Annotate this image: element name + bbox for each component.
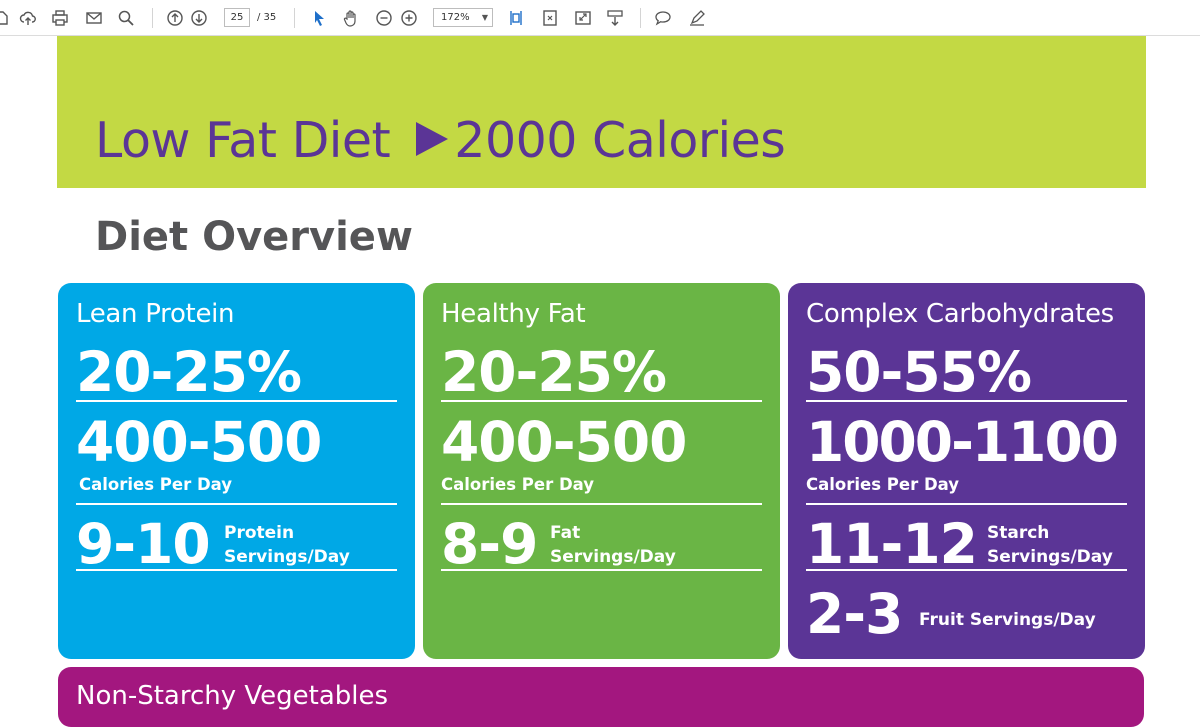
read-mode-icon[interactable]	[604, 8, 626, 28]
complex-carbohydrates-card: Complex Carbohydrates 50-55% 1000-1100 C…	[788, 283, 1145, 659]
divider	[806, 503, 1127, 505]
document-title: Low Fat Diet 2000 Calories	[95, 112, 786, 169]
lean-protein-card: Lean Protein 20-25% 400-500 Calories Per…	[58, 283, 415, 659]
fruit-servings-value: 2-3	[806, 582, 903, 646]
servings-label: Protein Servings/Day	[224, 521, 350, 569]
servings-value: 11-12	[806, 512, 978, 576]
divider	[76, 503, 397, 505]
select-arrow-icon[interactable]	[308, 8, 330, 28]
servings-value: 9-10	[76, 512, 211, 576]
fruit-servings-label: Fruit Servings/Day	[919, 610, 1096, 630]
section-title: Diet Overview	[95, 214, 413, 260]
calories-label: Calories Per Day	[441, 475, 595, 494]
calories-label: Calories Per Day	[806, 475, 960, 494]
pdf-page: Low Fat Diet 2000 Calories Diet Overview …	[0, 36, 1200, 727]
non-starchy-vegetables-card: Non-Starchy Vegetables	[58, 667, 1144, 727]
play-arrow-icon	[416, 122, 449, 156]
search-icon[interactable]	[115, 8, 137, 28]
upload-icon[interactable]	[17, 8, 39, 28]
servings-label-line1: Protein	[224, 523, 295, 543]
page-number-input[interactable]: 25	[224, 8, 250, 27]
page-down-icon[interactable]	[188, 8, 210, 28]
comment-icon[interactable]	[652, 8, 674, 28]
percent-value: 50-55%	[806, 340, 1032, 404]
servings-label-line1: Fat	[550, 523, 581, 543]
calories-label: Calories Per Day	[79, 475, 233, 494]
email-icon[interactable]	[83, 8, 105, 28]
cursor-partial-icon[interactable]	[0, 8, 12, 28]
highlight-icon[interactable]	[686, 8, 708, 28]
servings-label-line2: Servings/Day	[224, 547, 350, 567]
page-total: / 35	[257, 12, 277, 23]
divider	[441, 400, 762, 402]
title-calories: 2000 Calories	[454, 112, 786, 169]
print-icon[interactable]	[49, 8, 71, 28]
calories-value: 400-500	[76, 410, 322, 474]
pdf-toolbar: 25 / 35 172% ▼	[0, 0, 1200, 36]
servings-label-line2: Servings/Day	[987, 547, 1113, 567]
zoom-in-icon[interactable]	[398, 8, 420, 28]
servings-label-line1: Starch	[987, 523, 1050, 543]
divider	[441, 503, 762, 505]
title-banner: Low Fat Diet 2000 Calories	[57, 36, 1146, 188]
card-name: Non-Starchy Vegetables	[76, 681, 389, 711]
fit-page-icon[interactable]	[539, 8, 561, 28]
healthy-fat-card: Healthy Fat 20-25% 400-500 Calories Per …	[423, 283, 780, 659]
divider	[806, 400, 1127, 402]
card-name: Complex Carbohydrates	[806, 299, 1114, 329]
card-name: Lean Protein	[76, 299, 235, 329]
calories-value: 400-500	[441, 410, 687, 474]
page-up-icon[interactable]	[164, 8, 186, 28]
hand-icon[interactable]	[340, 8, 362, 28]
chevron-down-icon: ▼	[481, 13, 488, 22]
percent-value: 20-25%	[76, 340, 302, 404]
servings-label: Fat Servings/Day	[550, 521, 676, 569]
servings-value: 8-9	[441, 512, 538, 576]
divider	[76, 569, 397, 571]
card-name: Healthy Fat	[441, 299, 586, 329]
fit-width-icon[interactable]	[505, 8, 527, 28]
percent-value: 20-25%	[441, 340, 667, 404]
servings-label-line2: Servings/Day	[550, 547, 676, 567]
divider	[806, 569, 1127, 571]
divider	[76, 400, 397, 402]
servings-label: Starch Servings/Day	[987, 521, 1113, 569]
divider	[441, 569, 762, 571]
zoom-select[interactable]: 172% ▼	[433, 8, 493, 27]
title-diet-name: Low Fat Diet	[95, 112, 391, 169]
fullscreen-icon[interactable]	[572, 8, 594, 28]
calories-value: 1000-1100	[806, 410, 1119, 474]
zoom-value: 172%	[441, 12, 470, 23]
zoom-out-icon[interactable]	[373, 8, 395, 28]
